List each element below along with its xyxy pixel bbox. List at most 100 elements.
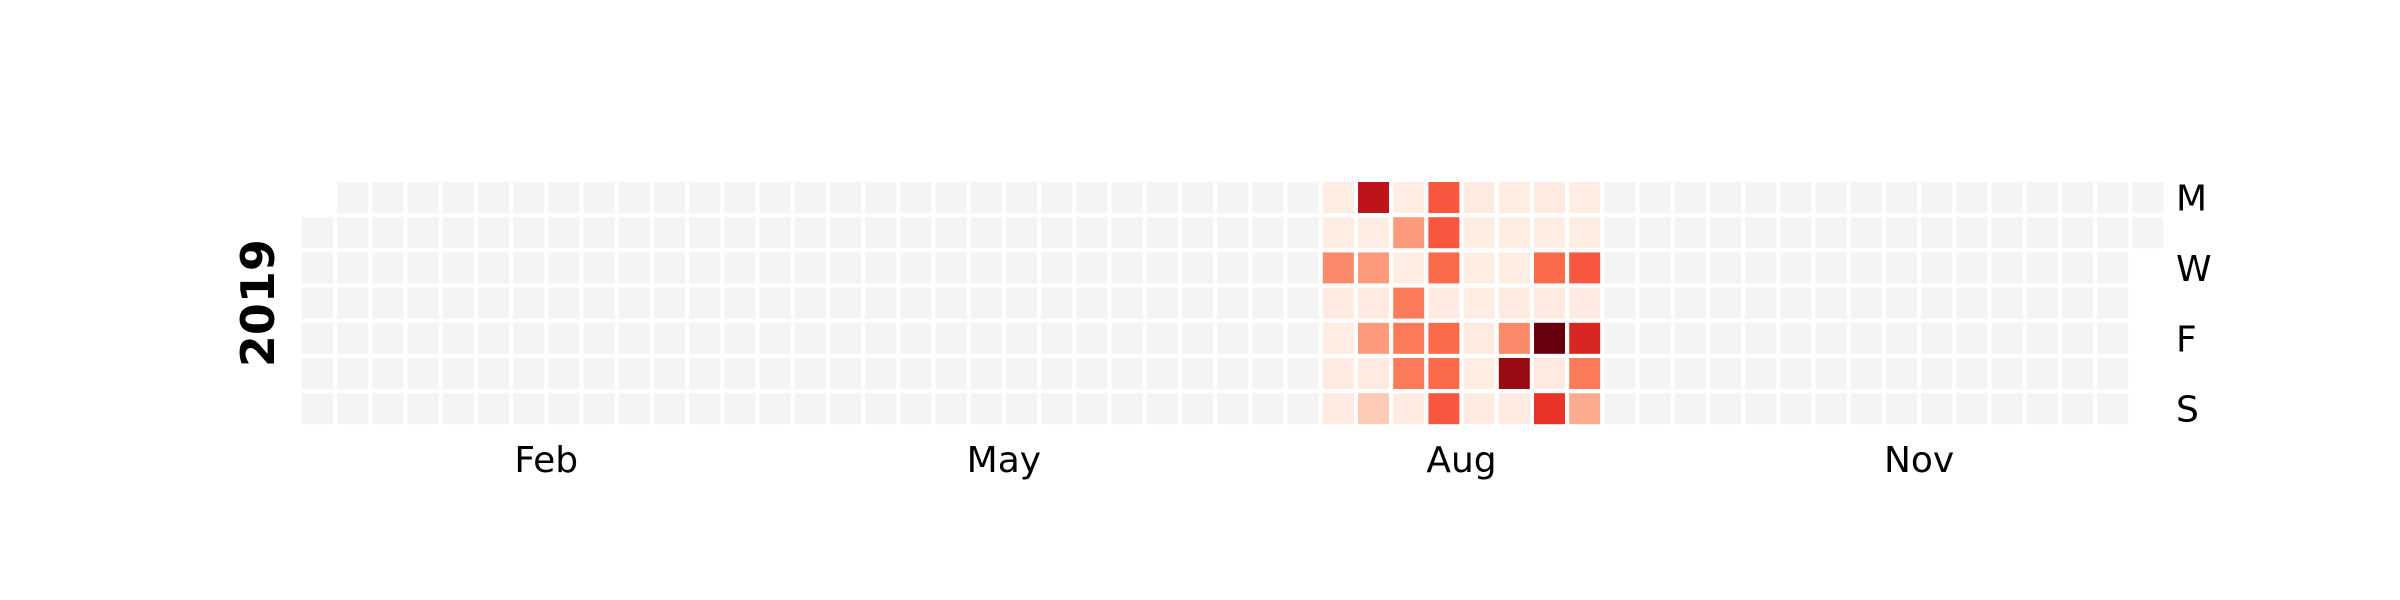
heatmap-cell	[759, 322, 791, 354]
heatmap-cell	[794, 393, 826, 425]
heatmap-cell	[1393, 358, 1425, 389]
heatmap-cell	[337, 322, 369, 354]
heatmap-cell	[1850, 322, 1882, 354]
heatmap-cell	[2026, 217, 2058, 249]
heatmap-cell	[654, 252, 685, 284]
heatmap-cell	[759, 393, 791, 425]
heatmap-cell	[1921, 217, 1953, 249]
heatmap-cell	[1674, 217, 1706, 249]
heatmap-cell	[1639, 287, 1671, 319]
heatmap-cell	[830, 182, 861, 213]
heatmap-cell	[2062, 393, 2093, 425]
heatmap-cell	[478, 287, 509, 319]
heatmap-cell	[1287, 217, 1319, 249]
heatmap-cell	[618, 252, 650, 284]
heatmap-cell	[1886, 322, 1917, 354]
heatmap-cell	[1850, 252, 1882, 284]
heatmap-cell	[1041, 322, 1073, 354]
heatmap-cell	[1076, 322, 1108, 354]
heatmap-cell	[830, 252, 861, 284]
heatmap-cell	[759, 287, 791, 319]
heatmap-cell	[1041, 287, 1073, 319]
heatmap-cell	[513, 358, 545, 389]
weekday-label-m: M	[2176, 179, 2207, 220]
heatmap-cell	[794, 358, 826, 389]
heatmap-cell	[302, 287, 333, 319]
heatmap-cell	[1569, 358, 1601, 389]
heatmap-cell	[407, 217, 439, 249]
heatmap-cell	[1146, 287, 1178, 319]
heatmap-cell	[865, 252, 897, 284]
heatmap-cell	[1463, 393, 1495, 425]
heatmap-cell	[970, 393, 1002, 425]
heatmap-cell	[2026, 287, 2058, 319]
heatmap-cell	[1815, 252, 1847, 284]
heatmap-cell	[1146, 252, 1178, 284]
heatmap-cell	[1921, 287, 1953, 319]
heatmap-cell	[1182, 393, 1213, 425]
heatmap-cell	[478, 252, 509, 284]
heatmap-cell	[970, 287, 1002, 319]
heatmap-cell	[1146, 217, 1178, 249]
heatmap-cell	[1111, 252, 1143, 284]
heatmap-cell	[583, 182, 615, 213]
heatmap-cell	[1287, 393, 1319, 425]
heatmap-cell	[935, 393, 967, 425]
heatmap-cell	[830, 358, 861, 389]
heatmap-cell	[1815, 217, 1847, 249]
heatmap-cell	[618, 287, 650, 319]
heatmap-cell	[1146, 182, 1178, 213]
heatmap-cell	[1358, 393, 1389, 425]
heatmap-cell	[935, 252, 967, 284]
heatmap-cell	[1463, 182, 1495, 213]
heatmap-cell	[654, 217, 685, 249]
heatmap-cell	[1674, 358, 1706, 389]
heatmap-cell	[1076, 393, 1108, 425]
heatmap-cell	[654, 393, 685, 425]
heatmap-cell	[1745, 182, 1777, 213]
heatmap-cell	[1780, 252, 1812, 284]
heatmap-cell	[724, 252, 756, 284]
heatmap-cell	[1358, 182, 1389, 213]
heatmap-cell	[1322, 393, 1354, 425]
heatmap-cell	[724, 393, 756, 425]
heatmap-cell	[1745, 252, 1777, 284]
heatmap-cell	[1745, 393, 1777, 425]
heatmap-cell	[1041, 252, 1073, 284]
heatmap-cell	[1710, 252, 1741, 284]
heatmap-cell	[900, 287, 932, 319]
heatmap-cell	[2132, 217, 2164, 249]
heatmap-cell	[1815, 393, 1847, 425]
heatmap-cell	[830, 393, 861, 425]
heatmap-cell	[1780, 322, 1812, 354]
heatmap-cell	[1428, 358, 1460, 389]
heatmap-cell	[1182, 358, 1213, 389]
heatmap-cell	[1886, 182, 1917, 213]
heatmap-cell	[1463, 358, 1495, 389]
heatmap-cell	[935, 217, 967, 249]
heatmap-cells	[302, 182, 2164, 425]
heatmap-cell	[1217, 287, 1249, 319]
heatmap-cell	[1956, 287, 1988, 319]
heatmap-cell	[1780, 358, 1812, 389]
heatmap-cell	[337, 358, 369, 389]
heatmap-cell	[1921, 182, 1953, 213]
heatmap-cell	[2097, 393, 2129, 425]
heatmap-cell	[372, 287, 404, 319]
heatmap-cell	[1287, 182, 1319, 213]
heatmap-cell	[337, 182, 369, 213]
heatmap-cell	[1569, 182, 1601, 213]
heatmap-cell	[2097, 217, 2129, 249]
heatmap-cell	[1604, 287, 1636, 319]
heatmap-cell	[1393, 322, 1425, 354]
heatmap-cell	[2062, 252, 2093, 284]
heatmap-cell	[900, 217, 932, 249]
heatmap-cell	[654, 358, 685, 389]
heatmap-cell	[1217, 322, 1249, 354]
heatmap-cell	[1322, 217, 1354, 249]
heatmap-cell	[900, 252, 932, 284]
heatmap-cell	[794, 322, 826, 354]
heatmap-cell	[1710, 182, 1741, 213]
heatmap-cell	[1534, 287, 1565, 319]
heatmap-cell	[2097, 287, 2129, 319]
